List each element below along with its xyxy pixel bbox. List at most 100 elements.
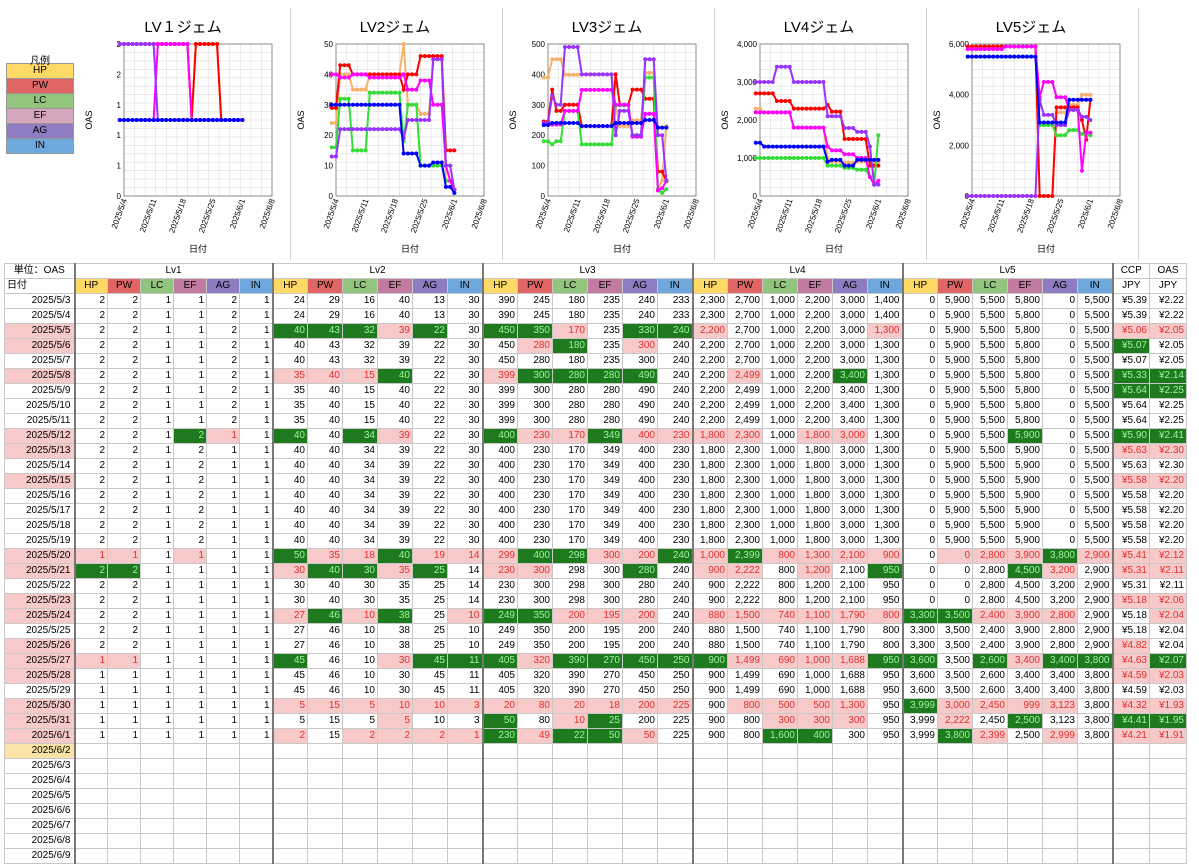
- value-cell: 3,400: [1007, 653, 1043, 669]
- value-cell: [412, 743, 448, 759]
- data-point: [367, 127, 372, 132]
- value-cell: [481, 803, 518, 819]
- value-cell: 1: [206, 728, 240, 744]
- value-cell: [797, 833, 833, 849]
- col-header-hp: HP: [481, 278, 518, 294]
- data-point: [376, 102, 381, 107]
- value-cell: [1042, 788, 1078, 804]
- value-cell: 30: [447, 518, 483, 534]
- value-cell: [1077, 818, 1113, 834]
- data-point: [605, 142, 610, 147]
- value-cell: 5,900: [1007, 428, 1043, 444]
- value-cell: [867, 773, 903, 789]
- value-cell: 1,499: [727, 668, 763, 684]
- value-cell: [412, 803, 448, 819]
- value-cell: 2,300: [727, 503, 763, 519]
- value-cell: 2: [73, 383, 108, 399]
- col-header-hp: HP: [691, 278, 728, 294]
- value-cell: 280: [587, 383, 623, 399]
- data-point: [867, 157, 872, 162]
- data-point: [1012, 44, 1017, 49]
- value-cell: 2: [206, 413, 240, 429]
- value-cell: 30: [271, 563, 308, 579]
- y-tick-label: 2,000: [949, 141, 970, 150]
- x-axis-label: 日付: [825, 244, 843, 254]
- value-cell: [1042, 818, 1078, 834]
- value-cell: [73, 758, 108, 774]
- data-point: [558, 57, 563, 62]
- value-cell: 10: [377, 698, 413, 714]
- data-point: [1063, 95, 1068, 100]
- series-line-ag: [967, 99, 1091, 197]
- col-header-hp: HP: [271, 278, 308, 294]
- value-cell: 22: [412, 473, 448, 489]
- value-cell: 270: [587, 683, 623, 699]
- value-cell: 5,800: [1007, 338, 1043, 354]
- value-cell: 29: [307, 293, 343, 309]
- data-point: [1012, 54, 1017, 59]
- value-cell: 2: [173, 518, 207, 534]
- value-cell: 0: [937, 563, 973, 579]
- value-cell: 40: [271, 428, 308, 444]
- value-cell: [307, 743, 343, 759]
- value-cell: [271, 788, 308, 804]
- data-point: [617, 124, 622, 129]
- data-point: [334, 154, 338, 159]
- value-cell: 900: [867, 548, 903, 564]
- data-point: [198, 118, 203, 122]
- value-cell: [657, 803, 693, 819]
- value-cell: 280: [587, 368, 623, 384]
- value-cell: [271, 803, 308, 819]
- value-cell: 2,200: [797, 413, 833, 429]
- value-cell: [271, 773, 308, 789]
- data-point: [1088, 97, 1093, 102]
- value-cell: 2: [107, 458, 141, 474]
- data-point: [1071, 128, 1076, 133]
- x-tick-label: 2025/5/4: [534, 197, 553, 230]
- data-point: [575, 121, 580, 126]
- data-point: [329, 154, 334, 159]
- value-cell: 22: [412, 323, 448, 339]
- data-point: [410, 72, 415, 77]
- data-point: [758, 110, 762, 115]
- value-cell: 1: [173, 368, 207, 384]
- value-cell: 22: [412, 398, 448, 414]
- value-cell: 1,800: [797, 458, 833, 474]
- x-axis-label: 日付: [189, 244, 207, 254]
- y-tick-label: 50: [324, 40, 333, 49]
- value-cell: 800: [762, 548, 798, 564]
- value-cell: 2,700: [727, 308, 763, 324]
- data-point: [974, 194, 979, 198]
- data-point: [435, 160, 440, 165]
- data-point: [770, 110, 775, 115]
- data-point: [766, 156, 771, 160]
- value-cell: 2,800: [972, 578, 1008, 594]
- data-point: [800, 80, 805, 84]
- value-cell: 2,200: [797, 338, 833, 354]
- date-cell: 2025/6/8: [4, 833, 75, 849]
- data-point: [355, 148, 360, 153]
- data-point: [995, 54, 1000, 59]
- value-cell: 1,800: [691, 443, 728, 459]
- data-point: [350, 148, 355, 153]
- value-cell: 1,000: [762, 338, 798, 354]
- value-cell: 2,100: [832, 548, 868, 564]
- value-cell: 3,600: [901, 653, 938, 669]
- value-cell: 2: [107, 518, 141, 534]
- value-cell: 1: [206, 473, 240, 489]
- value-cell: 2: [107, 488, 141, 504]
- ccp-price-cell: ¥5.07: [1111, 338, 1150, 354]
- value-cell: 2: [107, 593, 141, 609]
- value-cell: 1: [206, 593, 240, 609]
- value-cell: 40: [377, 548, 413, 564]
- value-cell: [412, 848, 448, 864]
- value-cell: 950: [867, 653, 903, 669]
- legend-title: 凡例: [30, 56, 50, 67]
- value-cell: 999: [1007, 698, 1043, 714]
- data-point: [965, 47, 970, 52]
- data-point: [1054, 95, 1059, 100]
- data-point: [342, 96, 347, 101]
- table-row: 2025/5/12 2 2 1 2 1 1 40 40 34 39 22 30 400 230 170 349 4…: [4, 428, 1187, 444]
- value-cell: 1: [73, 728, 108, 744]
- value-cell: 38: [377, 608, 413, 624]
